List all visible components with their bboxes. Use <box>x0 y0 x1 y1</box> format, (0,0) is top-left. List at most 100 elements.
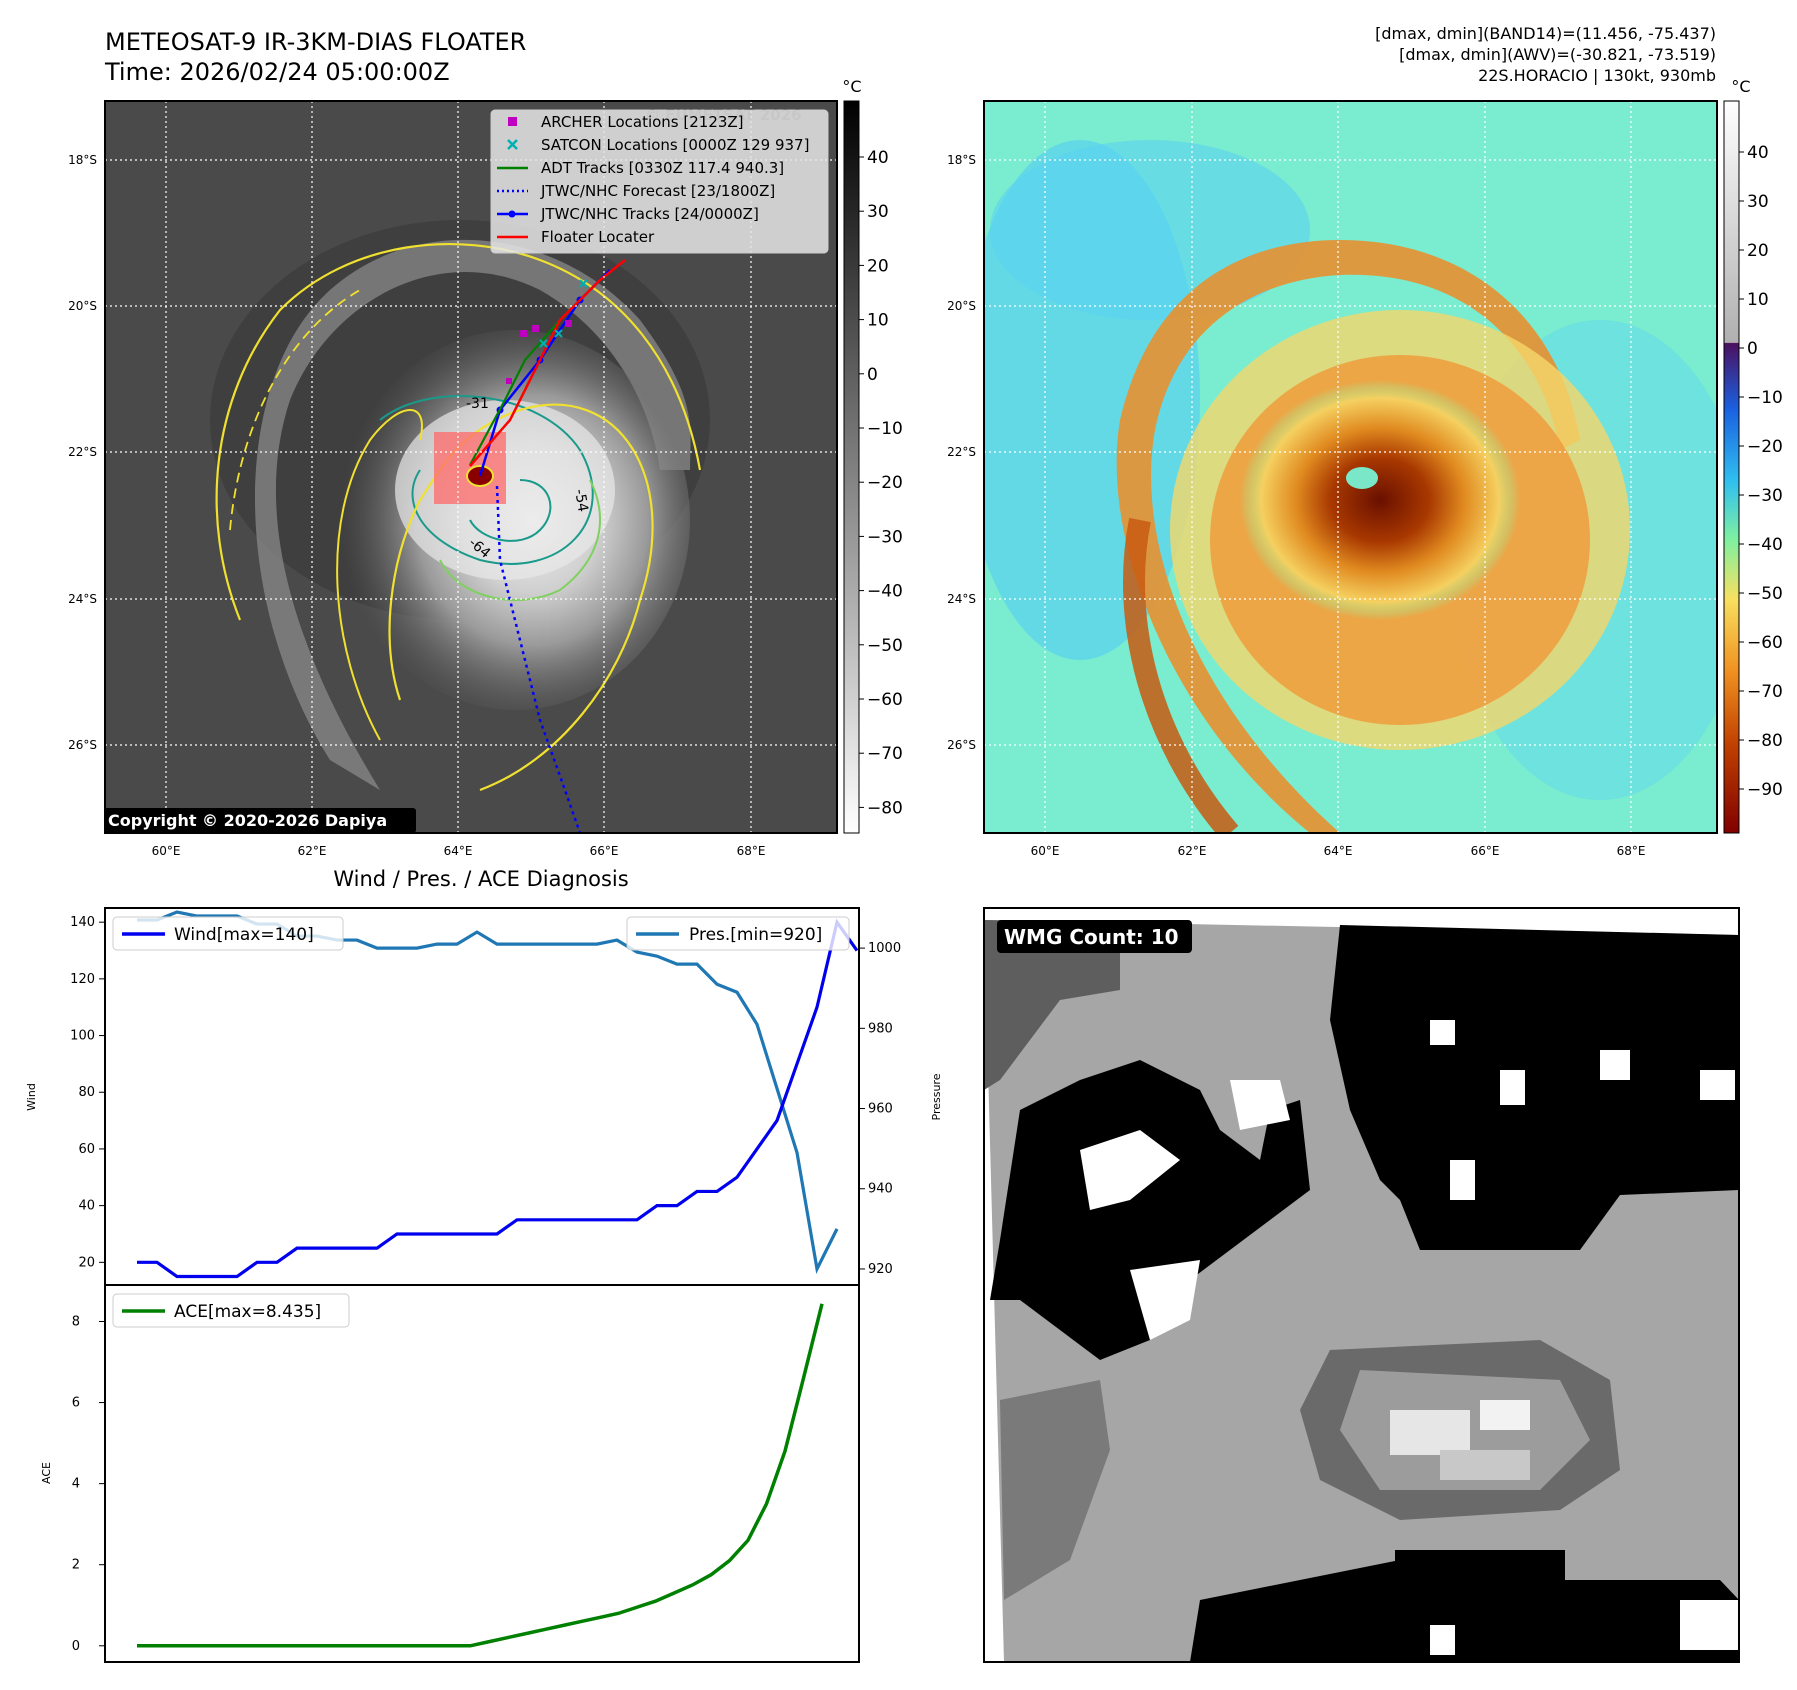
pressure-axis-label: Pressure <box>930 1073 943 1120</box>
lat-tick-label: 22°S <box>68 445 97 459</box>
ace-chart: ACE 0 2 4 6 8 ACE[max=8.435] <box>40 1284 860 1663</box>
colorbar-tick-label: −70 <box>1747 682 1783 702</box>
awv-panel: °C 40 30 20 10 0 −10 −20 −30 −40 −50 −60 −70 −80 −90 <box>983 77 1783 834</box>
colorbar-tick-label: −90 <box>1747 780 1783 800</box>
wind-legend-label: Wind[max=140] <box>174 925 314 945</box>
ace-tick-label: 2 <box>72 1558 80 1573</box>
diagnosis-title: Wind / Pres. / ACE Diagnosis <box>333 867 628 891</box>
lon-tick-label: 68°E <box>1617 844 1646 858</box>
copyright-text: Copyright © 2020-2026 Dapiya <box>108 811 387 830</box>
ace-tick-label: 8 <box>72 1314 80 1329</box>
legend-label: Floater Locater <box>541 228 655 246</box>
wind-tick-label: 40 <box>78 1199 95 1214</box>
wmg-count-box <box>997 920 1192 953</box>
ace-legend <box>112 1293 350 1328</box>
colorbar-tick-label: −10 <box>867 419 903 439</box>
ace-legend-label: ACE[max=8.435] <box>174 1302 321 1322</box>
lon-tick-label: 60°E <box>1031 844 1060 858</box>
colorbar-tick-label: −60 <box>1747 633 1783 653</box>
legend-entry: JTWC/NHC Tracks [24/0000Z] <box>497 205 759 223</box>
lon-tick-label: 60°E <box>152 844 181 858</box>
lat-tick-label: 18°S <box>947 153 976 167</box>
colorbar-tick-label: 10 <box>867 311 889 331</box>
awv-frame <box>983 100 1718 834</box>
lat-tick-label: 26°S <box>68 738 97 752</box>
lon-tick-label: 66°E <box>1471 844 1500 858</box>
colorbar-tick-label: 20 <box>1747 241 1769 261</box>
colorbar-tick-label: −50 <box>1747 584 1783 604</box>
pressure-tick-label: 980 <box>868 1021 893 1036</box>
ir-frame <box>104 100 838 834</box>
map-tick-labels: 60°E 60°E 62°E 62°E 64°E 64°E 66°E 66°E 68°E 68°E… <box>68 153 1645 858</box>
colorbar-tick-label: −70 <box>867 744 903 764</box>
ir-colorbar-unit: °C <box>842 77 861 96</box>
band14-range: [dmax, dmin](BAND14)=(11.456, -75.437) <box>1375 24 1716 43</box>
lat-tick-label: 26°S <box>947 738 976 752</box>
legend-entry: JTWC/NHC Forecast [23/1800Z] <box>497 182 775 200</box>
satcon-marker-icon <box>507 139 518 150</box>
ir-legend: ARCHER Locations [2123Z] SATCON Locations… <box>490 109 829 254</box>
lat-tick-label: 24°S <box>947 592 976 606</box>
awv-grid <box>984 101 1717 833</box>
figure-time: Time: 2026/02/24 05:00:00Z <box>104 58 450 86</box>
pressure-tick-label: 920 <box>868 1262 893 1277</box>
pressure-tick-label: 1000 <box>868 941 901 956</box>
figure-title: METEOSAT-9 IR-3KM-DIAS FLOATER <box>105 28 526 56</box>
wmg-count-label: WMG Count: 10 <box>1004 925 1179 949</box>
wind-tick-label: 20 <box>78 1255 95 1270</box>
legend-entry: Floater Locater <box>497 228 655 246</box>
legend-label: SATCON Locations [0000Z 129 937] <box>541 136 809 154</box>
colorbar-tick-label: −50 <box>867 636 903 656</box>
contour-label-31: -31 <box>466 396 489 412</box>
ace-tick-label: 4 <box>72 1477 80 1492</box>
colorbar-tick-label: −30 <box>1747 486 1783 506</box>
lon-tick-label: 64°E <box>444 844 473 858</box>
jtwc-forecast-track <box>495 485 582 833</box>
ace-tick-label: 6 <box>72 1396 80 1411</box>
wind-pressure-chart: Wind Pressure 20 40 60 80 100 120 140 920 940 960… <box>25 907 943 1286</box>
awv-eye <box>1346 467 1378 489</box>
legend-entry: ARCHER Locations [2123Z] <box>508 113 744 131</box>
wind-tick-label: 120 <box>70 972 95 987</box>
colorbar-tick-label: 40 <box>867 148 889 168</box>
lon-tick-label: 66°E <box>590 844 619 858</box>
pressure-tick-label: 940 <box>868 1182 893 1197</box>
copyright-box <box>104 808 416 833</box>
colorbar-tick-label: 30 <box>1747 192 1769 212</box>
wind-tick-label: 140 <box>70 915 95 930</box>
storm-info: 22S.HORACIO | 130kt, 930mb <box>1478 66 1716 85</box>
legend-entry: ADT Tracks [0330Z 117.4 940.3] <box>497 159 784 177</box>
colorbar-tick-label: −40 <box>1747 535 1783 555</box>
ace-tick-label: 0 <box>72 1639 80 1654</box>
contour-label-54: -54 <box>571 488 591 513</box>
colorbar-tick-label: 0 <box>867 365 878 385</box>
pressure-tick-label: 960 <box>868 1102 893 1117</box>
ir-panel: -31 -54 -64 © EUMETSAT 2026 ARCHER Locat… <box>104 77 903 834</box>
lon-tick-label: 64°E <box>1324 844 1353 858</box>
colorbar-tick-label: −30 <box>867 527 903 547</box>
legend-entry: SATCON Locations [0000Z 129 937] <box>507 136 809 154</box>
colorbar-tick-label: 40 <box>1747 143 1769 163</box>
colorbar-tick-label: 20 <box>867 256 889 276</box>
legend-label: ARCHER Locations [2123Z] <box>541 113 744 131</box>
lat-tick-label: 24°S <box>68 592 97 606</box>
archer-marker-icon <box>508 117 517 126</box>
pressure-legend <box>626 916 850 951</box>
legend-label: JTWC/NHC Forecast [23/1800Z] <box>540 182 775 200</box>
lat-tick-label: 20°S <box>68 299 97 313</box>
awv-range: [dmax, dmin](AWV)=(-30.821, -73.519) <box>1399 45 1716 64</box>
lat-tick-label: 18°S <box>68 153 97 167</box>
ir-colorbar <box>843 100 860 834</box>
awv-colorbar-unit: °C <box>1731 77 1750 96</box>
floater-box <box>434 432 506 504</box>
wind-axis-label: Wind <box>25 1083 38 1111</box>
wmg-cold-region <box>1330 925 1739 1250</box>
lat-tick-label: 20°S <box>947 299 976 313</box>
colorbar-tick-label: −20 <box>867 473 903 493</box>
pressure-legend-label: Pres.[min=920] <box>689 925 822 945</box>
wind-tick-label: 100 <box>70 1029 95 1044</box>
wind-series-line <box>137 918 859 1279</box>
wind-tick-label: 60 <box>78 1142 95 1157</box>
colorbar-tick-label: −80 <box>1747 731 1783 751</box>
